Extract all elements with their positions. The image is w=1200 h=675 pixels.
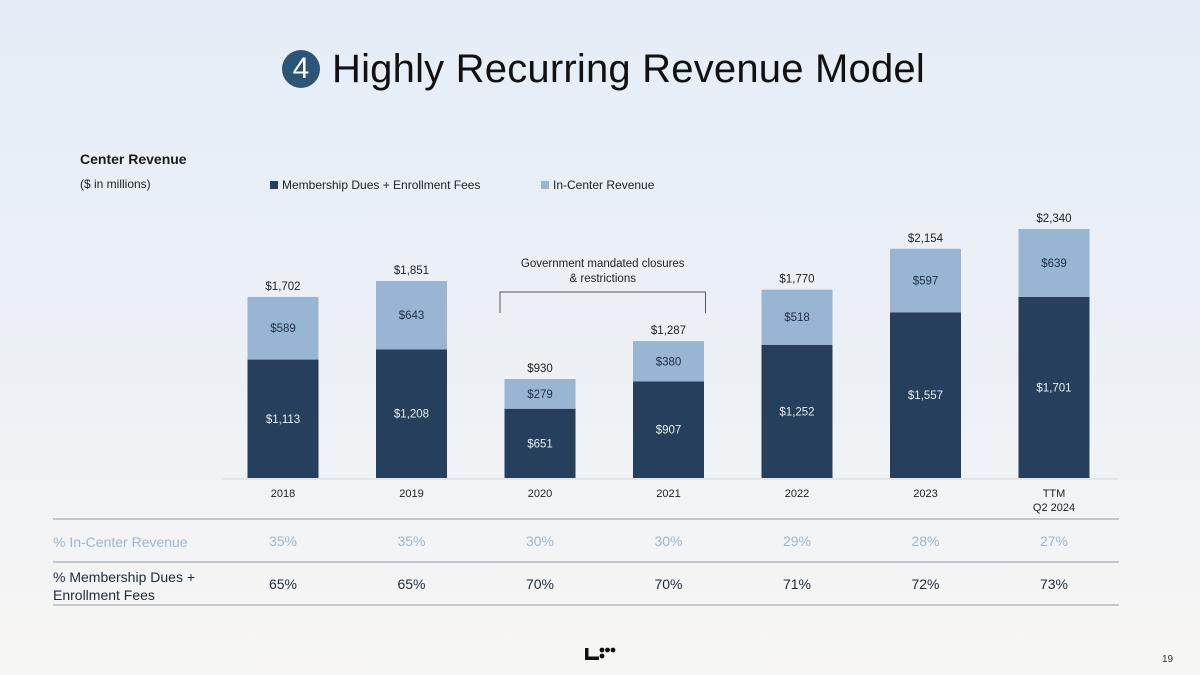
data-label-total: $1,702 [265, 281, 300, 293]
bar-in-center [1018, 229, 1090, 297]
table-cell: 28% [911, 533, 940, 549]
bar-membership [633, 381, 704, 478]
table-cell: 70% [525, 576, 555, 592]
table-cell: 65% [397, 576, 426, 592]
bar-in-center [247, 296, 319, 360]
annotation-bracket [499, 291, 706, 313]
data-label-membership: $1,701 [1036, 382, 1071, 394]
legend-swatch-membership [270, 181, 278, 189]
bar-membership [890, 312, 961, 478]
legend-item-in-center: In-Center Revenue [541, 178, 654, 192]
x-tick-label: 2023 [913, 488, 937, 500]
data-label-in-center: $639 [1041, 258, 1067, 270]
table-divider [53, 518, 1119, 520]
bar-membership [504, 408, 576, 478]
x-tick-label: 2022 [785, 488, 809, 500]
table-cell: 30% [654, 533, 683, 549]
bar-in-center [890, 248, 961, 313]
data-label-membership: $1,208 [394, 409, 429, 421]
data-label-total: $930 [527, 363, 553, 375]
page-title: Highly Recurring Revenue Model [332, 46, 925, 91]
data-label-total: $2,154 [908, 233, 944, 245]
bar-in-center [376, 281, 447, 350]
table-cell: 70% [654, 576, 683, 592]
bar-membership [247, 359, 319, 478]
x-tick-label: 2019 [399, 488, 423, 500]
bar-in-center [504, 379, 576, 409]
data-label-in-center: $589 [270, 323, 296, 335]
table-cell: 30% [525, 533, 555, 549]
x-tick-label: TTM [1043, 488, 1066, 500]
page-number: 19 [1162, 654, 1174, 665]
slide-title-group: 4 Highly Recurring Revenue Model [282, 44, 925, 94]
data-label-in-center: $279 [527, 389, 553, 401]
bar-in-center [633, 341, 704, 382]
table-cell: 35% [268, 533, 298, 549]
legend-item-membership: Membership Dues + Enrollment Fees [270, 178, 480, 192]
table-row-label: % In-Center Revenue [53, 534, 188, 550]
table-row-label: % Membership Dues + [53, 569, 196, 585]
annotation-text: & restrictions [570, 273, 637, 285]
data-label-in-center: $380 [656, 356, 682, 368]
bar-membership [761, 344, 833, 478]
table-cell: 65% [268, 576, 298, 592]
table-cell: 73% [1039, 576, 1069, 592]
legend-label-membership: Membership Dues + Enrollment Fees [282, 178, 481, 192]
data-label-total: $1,851 [394, 265, 429, 277]
table-cell: 35% [397, 533, 426, 549]
legend-label-in-center: In-Center Revenue [553, 178, 655, 192]
bar-membership [1018, 296, 1090, 478]
data-label-membership: $1,557 [908, 390, 943, 402]
data-label-in-center: $518 [784, 312, 810, 324]
company-logo-icon [585, 647, 616, 660]
table-divider [53, 561, 1119, 563]
data-label-membership: $1,252 [779, 406, 814, 418]
section-number-badge: 4 [282, 50, 320, 88]
table-divider [53, 604, 1119, 606]
table-cell: 29% [782, 533, 812, 549]
data-label-in-center: $643 [399, 310, 425, 322]
x-tick-label: 2020 [528, 488, 552, 500]
bar-in-center [761, 289, 833, 345]
bar-membership [376, 349, 447, 478]
chart-subtitle: ($ in millions) [80, 177, 151, 191]
data-label-total: $1,770 [779, 274, 814, 286]
x-tick-label: 2018 [271, 488, 295, 500]
data-label-membership: $1,113 [266, 414, 300, 426]
x-tick-label: 2021 [656, 488, 680, 500]
chart-title: Center Revenue [80, 151, 187, 167]
annotation-text: Government mandated closures [521, 258, 685, 270]
table-cell: 71% [782, 576, 812, 592]
data-label-total: $1,287 [651, 325, 686, 337]
x-tick-label: Q2 2024 [1033, 502, 1075, 514]
legend-swatch-in-center [541, 181, 549, 189]
data-label-membership: $907 [656, 425, 682, 437]
table-cell: 27% [1039, 533, 1069, 549]
data-label-membership: $651 [527, 438, 553, 450]
table-row-label: Enrollment Fees [53, 587, 155, 603]
stacked-bar-chart: $1,113 $589 $1,702 2018 $1,208 $643 $1,851 2019… [222, 213, 1118, 514]
data-label-total: $2,340 [1036, 213, 1071, 225]
table-cell: 72% [911, 576, 940, 592]
data-label-in-center: $597 [913, 276, 939, 288]
